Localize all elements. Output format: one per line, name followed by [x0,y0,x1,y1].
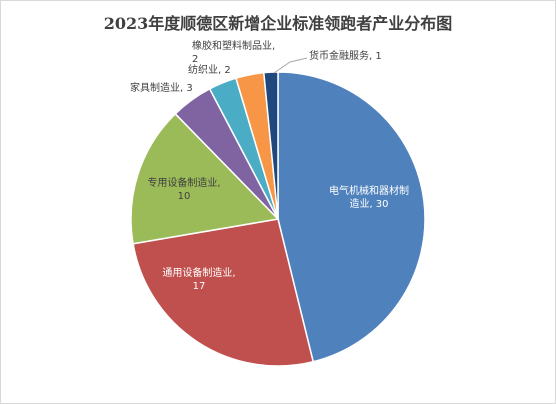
data-label-line: 17 [193,281,206,292]
data-label-line: 专用设备制造业, [147,176,220,189]
data-label-line: 橡胶和塑料制品业, [192,39,275,52]
data-label: 电气机械和器材制造业, 30 [329,184,409,210]
data-label-line: 纺织业, 2 [188,63,231,76]
pie-slice [130,112,280,245]
data-label: 货币金融服务, 1 [309,49,382,62]
data-label: 通用设备制造业, 17 [162,266,235,292]
pie-slice [262,71,279,220]
data-label: 家具制造业, 3 [130,81,193,94]
data-label-line: 通用设备制造业, [162,266,235,279]
data-label-line: 10 [178,191,191,202]
chart-title: 2023年度顺德区新增企业标准领跑者产业分布图 [103,14,453,33]
data-label: 橡胶和塑料制品业, 2 [192,39,275,65]
data-label-line: 货币金融服务, 1 [309,49,382,62]
data-label: 专用设备制造业, 10 [147,176,220,202]
data-label-line: 造业, 30 [349,197,388,210]
leader-line [273,57,308,74]
data-label-line: 电气机械和器材制 [329,184,409,197]
pie-slice [277,71,426,363]
data-label-line: 家具制造业, 3 [130,81,193,94]
pie-slice [132,218,315,367]
data-label: 纺织业, 2 [188,63,231,76]
data-label-line: 2 [192,54,198,65]
